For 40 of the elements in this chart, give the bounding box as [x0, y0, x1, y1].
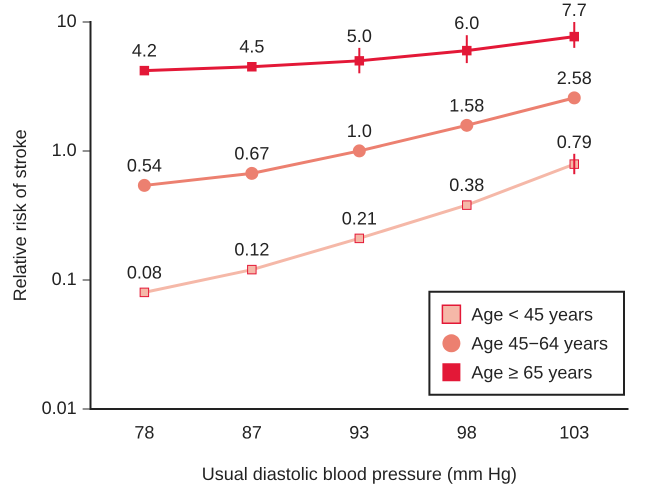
data-label: 1.58 — [449, 95, 484, 116]
legend-label: Age ≥ 65 years — [471, 362, 592, 382]
x-tick-label: 98 — [456, 422, 477, 443]
y-tick-label: 0.1 — [52, 268, 77, 289]
data-label: 1.0 — [346, 120, 372, 141]
data-label: 0.21 — [342, 208, 377, 228]
point — [247, 264, 257, 274]
data-label: 4.2 — [132, 40, 157, 61]
x-tick-label: 87 — [242, 422, 262, 443]
point — [354, 234, 364, 244]
point — [245, 166, 258, 180]
x-axis-title: Usual diastolic blood pressure (mm Hg) — [202, 464, 517, 484]
x-tick-label: 93 — [349, 422, 370, 443]
point — [138, 178, 151, 192]
data-label: 7.7 — [562, 0, 587, 20]
legend-label: Age < 45 years — [471, 304, 593, 324]
data-label: 0.38 — [449, 175, 484, 196]
data-label: 0.12 — [234, 240, 270, 260]
y-tick-label: 0.01 — [42, 398, 77, 418]
data-label: 5.0 — [346, 26, 372, 46]
data-label: 4.5 — [239, 36, 264, 57]
point — [568, 91, 581, 104]
point — [140, 66, 150, 76]
x-tick-label: 78 — [134, 422, 154, 443]
point — [462, 200, 472, 210]
y-tick-label: 10 — [56, 10, 77, 31]
point — [460, 118, 474, 132]
data-label: 6.0 — [454, 13, 480, 34]
y-tick-label: 1.0 — [52, 140, 77, 160]
data-label: 2.58 — [556, 68, 592, 88]
legend-label: Age 45−64 years — [471, 333, 608, 354]
point — [352, 144, 366, 158]
data-label: 0.79 — [556, 132, 592, 152]
data-label: 0.67 — [234, 143, 270, 164]
x-tick-label: 103 — [559, 422, 590, 443]
point — [247, 62, 257, 72]
y-axis-title: Relative risk of stroke — [10, 129, 30, 302]
point — [140, 288, 150, 298]
data-label: 0.08 — [126, 262, 162, 282]
data-label: 0.54 — [126, 155, 162, 176]
